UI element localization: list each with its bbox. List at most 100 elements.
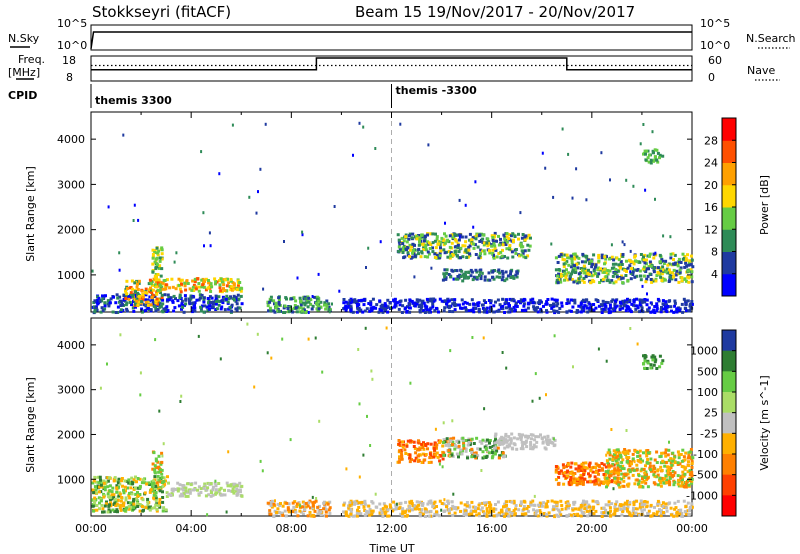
power-cell (649, 161, 653, 165)
power-cell (544, 166, 547, 170)
velocity-cell (418, 500, 422, 504)
velocity-cell (653, 470, 657, 474)
velocity-colorbar-tick-label: -1000 (686, 489, 718, 502)
power-cell (585, 198, 588, 202)
power-cell (427, 310, 431, 314)
velocity-cell (232, 491, 236, 495)
power-cell (386, 305, 390, 309)
velocity-colorbar-tick-label: 500 (697, 365, 718, 378)
velocity-cell (116, 481, 120, 485)
power-cell (581, 298, 585, 302)
velocity-cell (613, 476, 617, 480)
velocity-cell (157, 487, 161, 491)
power-cell (418, 237, 421, 241)
velocity-cell (609, 514, 612, 518)
power-cell (638, 310, 642, 314)
power-cell (474, 180, 477, 184)
power-cell (514, 301, 518, 305)
power-cell (395, 301, 399, 305)
velocity-cell (401, 440, 405, 444)
velocity-cell (650, 514, 654, 518)
velocity-cell (418, 447, 422, 451)
power-cell (125, 307, 129, 311)
power-cell (554, 256, 558, 260)
power-cell (573, 271, 577, 274)
velocity-cell (509, 438, 513, 442)
power-cell (572, 252, 576, 256)
power-cell (674, 273, 678, 277)
power-cell (131, 294, 135, 298)
power-cell (629, 270, 632, 274)
velocity-cell (663, 464, 667, 468)
velocity-cell (639, 460, 643, 464)
velocity-cell (615, 448, 619, 452)
power-cell (405, 248, 408, 252)
velocity-cell (452, 492, 455, 496)
velocity-cell (637, 482, 640, 486)
power-cell (675, 310, 679, 314)
power-cell (529, 301, 533, 305)
velocity-cell (111, 508, 115, 512)
velocity-cell (357, 510, 361, 514)
power-cell (410, 236, 414, 240)
velocity-cell (652, 473, 656, 477)
power-cell (497, 243, 501, 247)
power-cell (563, 278, 566, 282)
power-cell (229, 279, 233, 283)
power-cell (408, 234, 411, 238)
power-cell (509, 276, 513, 279)
power-cell (550, 242, 553, 246)
velocity-cell (615, 461, 619, 465)
power-cell (191, 301, 195, 305)
velocity-cell (668, 476, 672, 479)
velocity-cell (176, 481, 180, 485)
power-cell (477, 256, 481, 260)
velocity-ytick-label: 2000 (57, 428, 85, 441)
velocity-cell (681, 448, 685, 452)
power-cell (154, 309, 158, 313)
power-cell (664, 270, 668, 274)
velocity-cell (112, 493, 116, 497)
power-cell (473, 243, 477, 247)
velocity-cell (318, 504, 321, 508)
velocity-cell (640, 467, 644, 471)
velocity-cell (142, 508, 145, 512)
power-cell (684, 303, 688, 306)
velocity-cell (607, 511, 610, 515)
power-cell (581, 252, 585, 256)
power-cell (132, 219, 135, 222)
power-cell (497, 234, 500, 238)
velocity-cell (459, 450, 463, 454)
power-cell (160, 309, 164, 313)
velocity-cell (98, 485, 102, 489)
power-cell (125, 301, 129, 305)
velocity-cell (435, 505, 438, 508)
velocity-cell (467, 441, 471, 444)
power-cell (129, 291, 133, 295)
velocity-cell (646, 361, 650, 365)
velocity-cell (162, 506, 166, 510)
power-cell (174, 287, 178, 291)
power-cell (413, 304, 417, 308)
power-cell (583, 300, 587, 304)
power-cell (487, 271, 491, 275)
power-cell (268, 306, 272, 310)
velocity-cell (659, 484, 663, 488)
velocity-cell (129, 501, 132, 505)
power-cell (499, 237, 502, 241)
velocity-cell (492, 514, 496, 518)
velocity-cell (184, 489, 188, 493)
velocity-cell (525, 445, 529, 449)
velocity-cell (635, 478, 639, 482)
velocity-cell (166, 475, 169, 479)
power-cell (575, 310, 579, 314)
power-cell (284, 296, 288, 300)
power-cell (415, 302, 419, 306)
velocity-cell (461, 436, 465, 440)
power-cell (441, 278, 445, 282)
velocity-cell (659, 454, 663, 458)
velocity-cell (467, 439, 470, 443)
velocity-cell (124, 506, 128, 510)
power-cell (202, 296, 206, 300)
velocity-cell (668, 481, 672, 484)
